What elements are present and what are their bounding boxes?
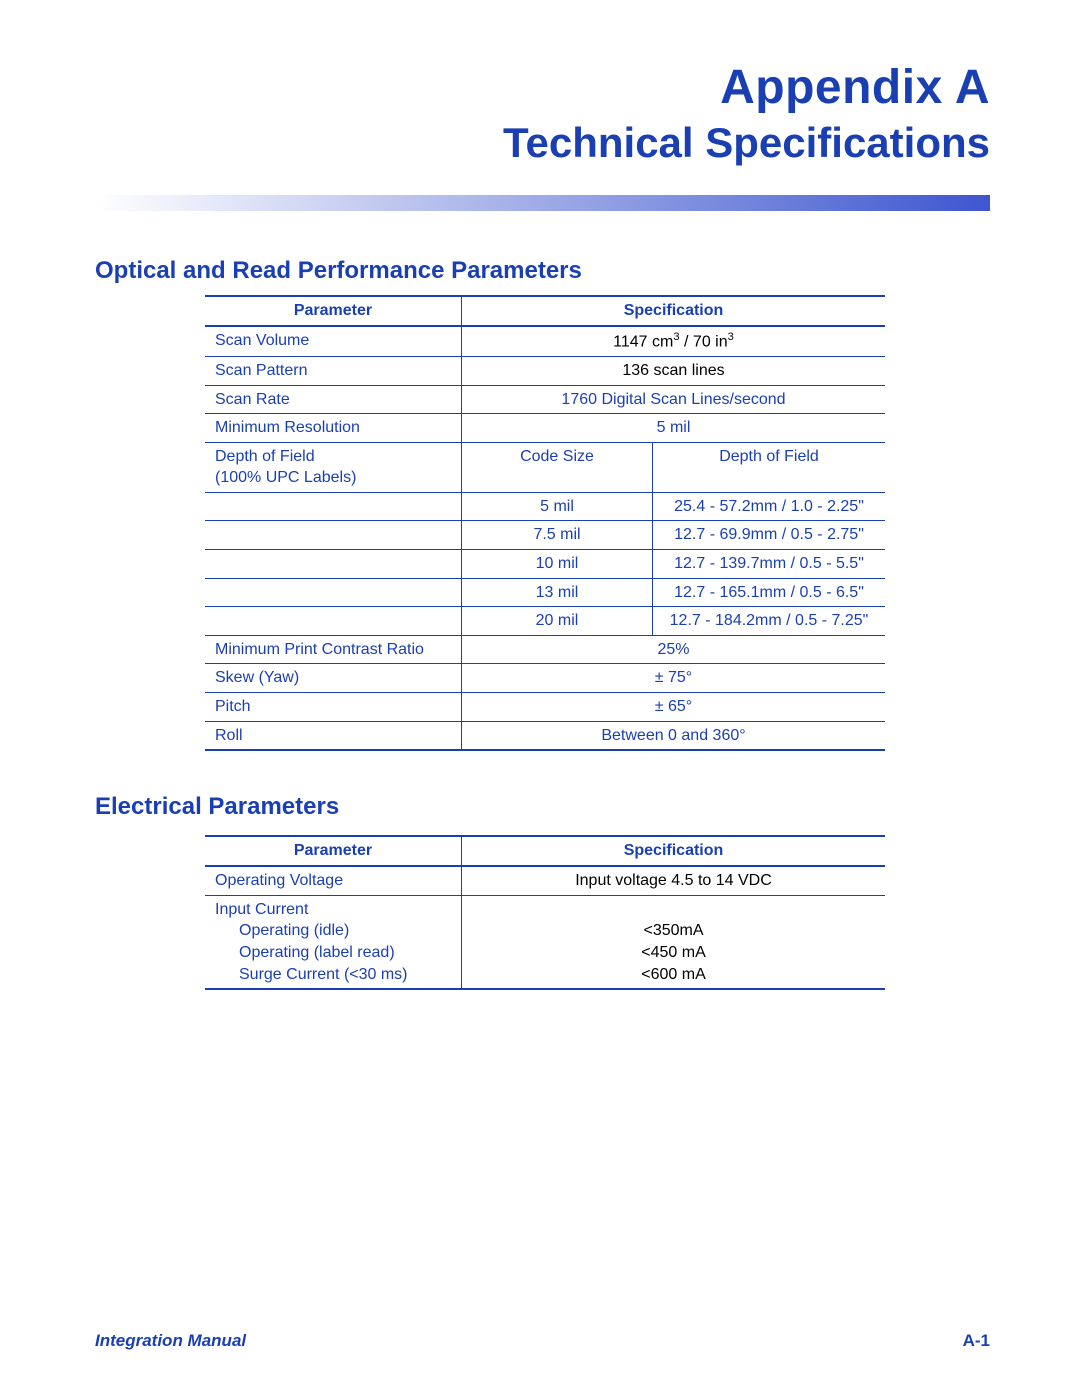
row-skew: Skew (Yaw) ± 75° [205,664,885,693]
page-footer: Integration Manual A-1 [95,1331,990,1351]
section-heading-optical: Optical and Read Performance Parameters [95,257,990,285]
optical-parameters-table: Parameter Specification Scan Volume 1147… [205,295,885,751]
dof-range: 12.7 - 165.1mm / 0.5 - 6.5" [653,578,886,607]
param-value: Input voltage 4.5 to 14 VDC [462,866,886,895]
param-value: ± 75° [462,664,886,693]
col-header-specification: Specification [462,836,886,866]
col-header-parameter: Parameter [205,296,462,326]
title-block: Appendix A Technical Specifications [95,60,990,167]
param-value: 25% [462,635,886,664]
param-value: 1147 cm3 / 70 in3 [462,326,886,356]
row-dof-header: Depth of Field (100% UPC Labels) Code Si… [205,442,885,492]
param-label: Operating Voltage [205,866,462,895]
subheader-code-size: Code Size [462,442,653,492]
row-scan-pattern: Scan Pattern 136 scan lines [205,356,885,385]
param-value: <350mA <450 mA <600 mA [462,895,886,989]
dof-range: 12.7 - 139.7mm / 0.5 - 5.5" [653,550,886,579]
code-size: 10 mil [462,550,653,579]
row-dof-20mil: 20 mil 12.7 - 184.2mm / 0.5 - 7.25" [205,607,885,636]
code-size: 20 mil [462,607,653,636]
row-min-resolution: Minimum Resolution 5 mil [205,414,885,443]
footer-page-number: A-1 [963,1331,990,1351]
param-label: Minimum Print Contrast Ratio [205,635,462,664]
row-roll: Roll Between 0 and 360° [205,721,885,750]
code-size: 7.5 mil [462,521,653,550]
param-label: Roll [205,721,462,750]
dof-range: 25.4 - 57.2mm / 1.0 - 2.25" [653,492,886,521]
appendix-label: Appendix A [95,60,990,115]
code-size: 5 mil [462,492,653,521]
param-label: Minimum Resolution [205,414,462,443]
subheader-dof: Depth of Field [653,442,886,492]
dof-range: 12.7 - 69.9mm / 0.5 - 2.75" [653,521,886,550]
param-label: Scan Pattern [205,356,462,385]
dof-range: 12.7 - 184.2mm / 0.5 - 7.25" [653,607,886,636]
param-value: 136 scan lines [462,356,886,385]
row-pitch: Pitch ± 65° [205,693,885,722]
row-mpcr: Minimum Print Contrast Ratio 25% [205,635,885,664]
appendix-title: Technical Specifications [95,119,990,167]
code-size: 13 mil [462,578,653,607]
param-label: Scan Volume [205,326,462,356]
param-value: 5 mil [462,414,886,443]
row-input-current: Input Current Operating (idle) Operating… [205,895,885,989]
param-label: Pitch [205,693,462,722]
param-label: Input Current Operating (idle) Operating… [205,895,462,989]
col-header-parameter: Parameter [205,836,462,866]
param-label: Depth of Field (100% UPC Labels) [205,442,462,492]
row-scan-volume: Scan Volume 1147 cm3 / 70 in3 [205,326,885,356]
gradient-divider [95,195,990,211]
row-dof-75mil: 7.5 mil 12.7 - 69.9mm / 0.5 - 2.75" [205,521,885,550]
param-value: Between 0 and 360° [462,721,886,750]
row-scan-rate: Scan Rate 1760 Digital Scan Lines/second [205,385,885,414]
param-value: ± 65° [462,693,886,722]
col-header-specification: Specification [462,296,886,326]
section-heading-electrical: Electrical Parameters [95,793,990,821]
electrical-parameters-table: Parameter Specification Operating Voltag… [205,835,885,990]
footer-manual-name: Integration Manual [95,1331,246,1351]
param-label: Skew (Yaw) [205,664,462,693]
row-operating-voltage: Operating Voltage Input voltage 4.5 to 1… [205,866,885,895]
param-value: 1760 Digital Scan Lines/second [462,385,886,414]
param-label: Scan Rate [205,385,462,414]
row-dof-13mil: 13 mil 12.7 - 165.1mm / 0.5 - 6.5" [205,578,885,607]
row-dof-10mil: 10 mil 12.7 - 139.7mm / 0.5 - 5.5" [205,550,885,579]
row-dof-5mil: 5 mil 25.4 - 57.2mm / 1.0 - 2.25" [205,492,885,521]
